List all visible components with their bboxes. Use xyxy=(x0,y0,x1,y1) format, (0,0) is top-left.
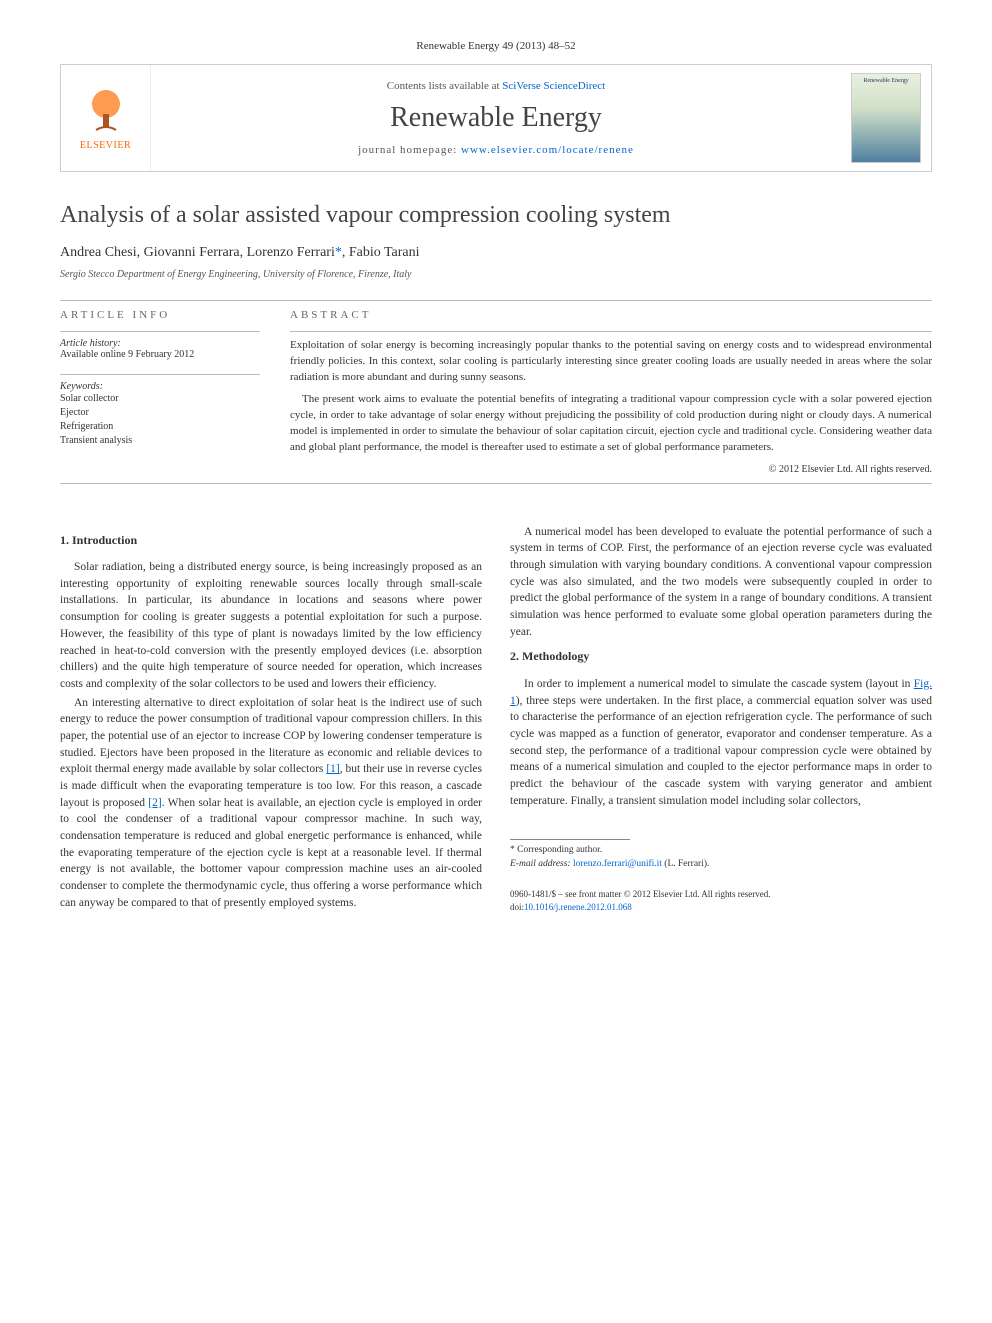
doi-line: doi:10.1016/j.renene.2012.01.068 xyxy=(510,901,932,914)
abstract-column: ABSTRACT Exploitation of solar energy is… xyxy=(290,309,932,475)
doi-block: 0960-1481/$ – see front matter © 2012 El… xyxy=(510,888,932,914)
keywords-block: Keywords: Solar collector Ejector Refrig… xyxy=(60,381,260,448)
homepage-link[interactable]: www.elsevier.com/locate/renene xyxy=(461,144,634,156)
keywords-label: Keywords: xyxy=(60,381,260,392)
corresponding-author-mark: * xyxy=(335,245,342,260)
email-label: E-mail address: xyxy=(510,859,573,869)
article-info-heading: ARTICLE INFO xyxy=(60,309,260,321)
citation-link[interactable]: [2] xyxy=(148,797,161,809)
footer-rule xyxy=(510,839,630,840)
keyword-item: Solar collector xyxy=(60,392,260,406)
body-paragraph: A numerical model has been developed to … xyxy=(510,524,932,641)
abstract-paragraph: The present work aims to evaluate the po… xyxy=(290,392,932,456)
homepage-line: journal homepage: www.elsevier.com/locat… xyxy=(159,144,833,156)
info-abstract-row: ARTICLE INFO Article history: Available … xyxy=(60,309,932,475)
journal-reference: Renewable Energy 49 (2013) 48–52 xyxy=(60,40,932,52)
citation-link[interactable]: [1] xyxy=(326,763,339,775)
body-text: ), three steps were undertaken. In the f… xyxy=(510,695,932,807)
article-history-block: Article history: Available online 9 Febr… xyxy=(60,338,260,360)
contents-prefix: Contents lists available at xyxy=(387,80,502,92)
homepage-prefix: journal homepage: xyxy=(358,144,461,156)
body-paragraph: Solar radiation, being a distributed ene… xyxy=(60,559,482,692)
elsevier-logo-block: ELSEVIER xyxy=(61,65,151,171)
corresponding-author-footer: * Corresponding author. E-mail address: … xyxy=(510,839,932,914)
front-matter-line: 0960-1481/$ – see front matter © 2012 El… xyxy=(510,888,932,901)
elsevier-tree-icon xyxy=(81,86,131,136)
journal-cover-thumbnail: Renewable Energy xyxy=(851,73,921,163)
section-heading-methodology: 2. Methodology xyxy=(510,648,932,665)
abstract-paragraph: Exploitation of solar energy is becoming… xyxy=(290,338,932,386)
keyword-item: Transient analysis xyxy=(60,434,260,448)
affiliation: Sergio Stecco Department of Energy Engin… xyxy=(60,269,932,280)
info-rule-2 xyxy=(60,374,260,375)
abstract-text: Exploitation of solar energy is becoming… xyxy=(290,338,932,456)
email-link[interactable]: lorenzo.ferrari@unifi.it xyxy=(573,859,662,869)
authors-leading: Andrea Chesi, Giovanni Ferrara, Lorenzo … xyxy=(60,245,335,260)
abstract-copyright: © 2012 Elsevier Ltd. All rights reserved… xyxy=(290,464,932,475)
rule-top xyxy=(60,300,932,301)
article-body: 1. Introduction Solar radiation, being a… xyxy=(60,524,932,914)
keyword-item: Ejector xyxy=(60,406,260,420)
header-center: Contents lists available at SciVerse Sci… xyxy=(151,65,841,171)
authors-trailing: , Fabio Tarani xyxy=(342,245,420,260)
history-label: Article history: xyxy=(60,338,260,349)
rule-bottom xyxy=(60,483,932,484)
article-info-column: ARTICLE INFO Article history: Available … xyxy=(60,309,260,475)
doi-link[interactable]: 10.1016/j.renene.2012.01.068 xyxy=(524,902,632,912)
sciencedirect-link[interactable]: SciVerse ScienceDirect xyxy=(502,80,605,92)
abstract-heading: ABSTRACT xyxy=(290,309,932,321)
elsevier-wordmark: ELSEVIER xyxy=(80,140,131,151)
body-paragraph: In order to implement a numerical model … xyxy=(510,676,932,809)
keyword-item: Refrigeration xyxy=(60,420,260,434)
history-text: Available online 9 February 2012 xyxy=(60,349,260,360)
article-title: Analysis of a solar assisted vapour comp… xyxy=(60,200,932,231)
contents-available-line: Contents lists available at SciVerse Sci… xyxy=(159,80,833,92)
section-heading-introduction: 1. Introduction xyxy=(60,532,482,549)
doi-label: doi: xyxy=(510,902,524,912)
info-rule-1 xyxy=(60,331,260,332)
author-list: Andrea Chesi, Giovanni Ferrara, Lorenzo … xyxy=(60,245,932,261)
journal-cover-block: Renewable Energy xyxy=(841,65,931,171)
body-paragraph: An interesting alternative to direct exp… xyxy=(60,695,482,912)
body-text: In order to implement a numerical model … xyxy=(524,678,914,690)
corresponding-author-email-line: E-mail address: lorenzo.ferrari@unifi.it… xyxy=(510,858,932,872)
journal-header-box: ELSEVIER Contents lists available at Sci… xyxy=(60,64,932,172)
body-text: . When solar heat is available, an eject… xyxy=(60,797,482,909)
journal-name: Renewable Energy xyxy=(159,102,833,134)
keywords-list: Solar collector Ejector Refrigeration Tr… xyxy=(60,392,260,448)
email-tail: (L. Ferrari). xyxy=(662,859,709,869)
abstract-rule xyxy=(290,331,932,332)
corresponding-author-label: * Corresponding author. xyxy=(510,844,932,858)
